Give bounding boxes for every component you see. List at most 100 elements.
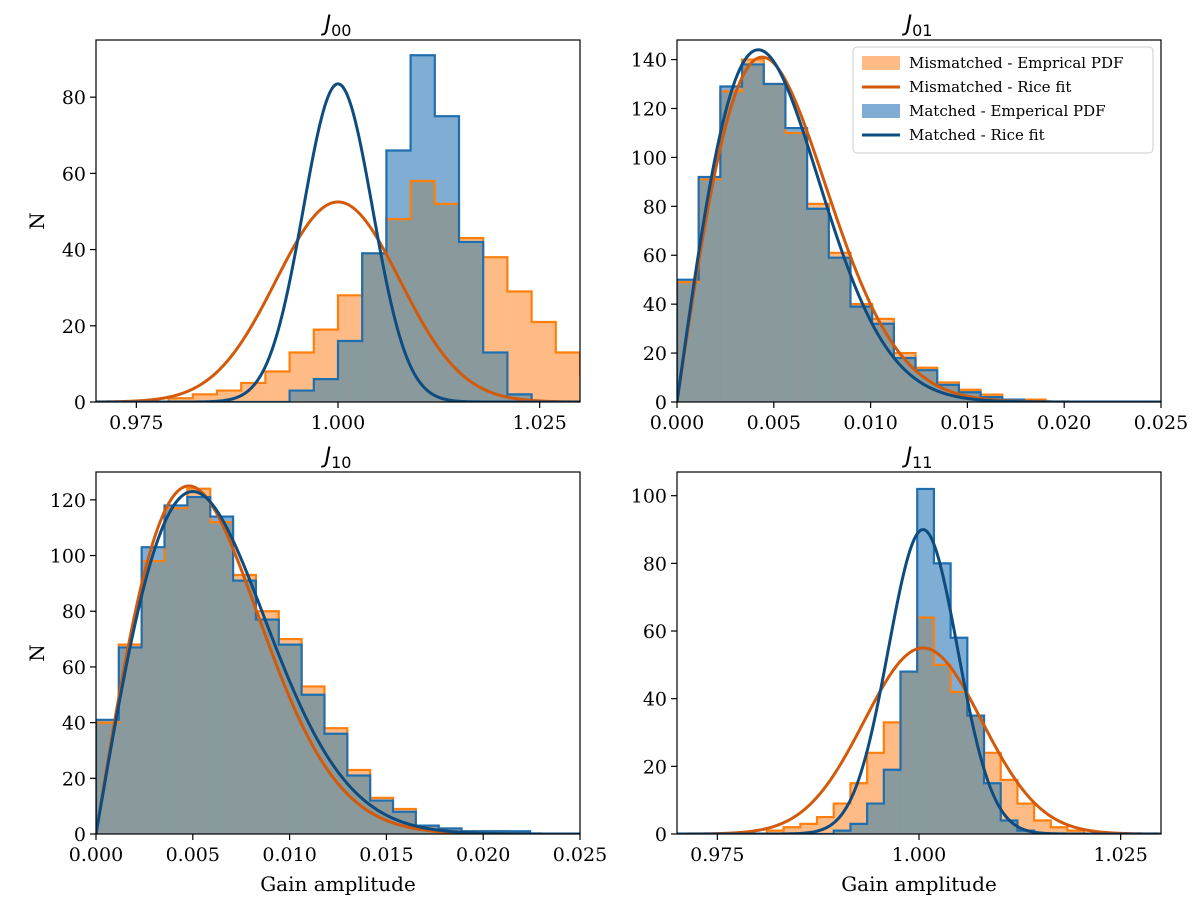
y-tick-label: 40 <box>62 240 86 262</box>
x-tick-label: 0.025 <box>1134 412 1188 434</box>
overlap-bar <box>434 203 460 402</box>
y-tick-label: 120 <box>50 490 86 512</box>
legend: Mismatched - Emprical PDF Mismatched - Ri… <box>852 46 1154 154</box>
overlap-bar <box>458 241 484 402</box>
title-main: J <box>321 444 332 469</box>
x-tick-label: 1.025 <box>512 412 566 434</box>
title-main: J <box>902 444 913 469</box>
y-tick-label: 80 <box>643 196 667 218</box>
y-tick-label: 60 <box>643 621 667 643</box>
mismatched-bar <box>628 398 652 402</box>
title-subscript: 00 <box>331 21 351 40</box>
overlap-bar <box>741 64 765 402</box>
x-tick-label: 0.000 <box>69 844 123 866</box>
x-tick-label: 1.025 <box>1093 844 1147 866</box>
overlap-bar <box>828 257 851 402</box>
panel-j11: 0.975 1.000 1.025 0 20 40 60 80 100 J11 Gain ampli… <box>631 444 1162 896</box>
legend-box <box>852 46 1154 154</box>
overlap-bar <box>410 180 436 402</box>
x-tick-label: 0.020 <box>1037 412 1091 434</box>
x-axis-label: Gain amplitude <box>841 872 997 896</box>
matched-step-outline <box>677 63 1161 402</box>
overlap-bar <box>164 507 188 834</box>
panel-j10: 0.000 0.005 0.010 0.015 0.020 0.025 0 20 40 60 80 1… <box>25 444 607 896</box>
title-main: J <box>902 12 913 37</box>
mismatched-bar <box>531 321 557 402</box>
axes-frame <box>95 471 581 835</box>
legend-label: Matched - Emperical PDF <box>909 102 1106 120</box>
overlap-bar <box>313 378 339 402</box>
overlap-bar <box>933 664 951 834</box>
overlap-bar <box>950 691 968 834</box>
overlap-bar <box>850 306 873 402</box>
panel-j01: 0.000 0.005 0.010 0.015 0.020 0.025 0 20 40 60 80 1… <box>631 12 1188 434</box>
mismatched-bar <box>507 291 532 402</box>
legend-mismatched-patch <box>862 56 900 70</box>
y-axis-label: N <box>25 212 49 230</box>
panel-title: J10 <box>321 444 352 472</box>
matched-step-outline <box>96 54 580 402</box>
overlap-bar <box>893 357 916 402</box>
y-tick-label: 0 <box>74 392 86 414</box>
x-tick-label: 0.020 <box>456 844 510 866</box>
mismatched-rice-fit-line <box>677 646 1161 834</box>
x-tick-label: 0.010 <box>262 844 316 866</box>
overlap-bar <box>1000 820 1018 834</box>
mismatched-bar <box>555 352 580 402</box>
title-subscript: 11 <box>912 453 932 472</box>
x-tick-label: 0.000 <box>650 412 704 434</box>
y-tick-label: 0 <box>655 392 667 414</box>
y-tick-label: 80 <box>62 87 86 109</box>
overlap-bar <box>883 769 901 834</box>
y-tick-label: 60 <box>62 657 86 679</box>
panel-title: J11 <box>902 444 933 472</box>
legend-label: Mismatched - Rice fit <box>909 78 1071 96</box>
y-tick-label: 140 <box>631 50 667 72</box>
overlap-bar <box>806 208 830 402</box>
x-tick-label: 1.000 <box>311 412 365 434</box>
mismatched-bar <box>265 371 290 402</box>
x-tick-label: 0.015 <box>940 412 994 434</box>
overlap-bar <box>361 253 387 402</box>
overlap-bar <box>255 619 280 834</box>
mismatched-rice-fit-line <box>96 200 580 402</box>
title-subscript: 01 <box>912 21 932 40</box>
x-tick-label: 0.975 <box>690 844 744 866</box>
y-tick-label: 20 <box>643 756 667 778</box>
mismatched-bar <box>579 375 580 402</box>
y-tick-label: 120 <box>631 98 667 120</box>
overlap-bar <box>698 179 721 402</box>
overlap-bar <box>763 83 786 402</box>
mismatched-step-outline <box>96 179 580 402</box>
title-subscript: 10 <box>331 453 351 472</box>
overlap-bar <box>900 671 918 834</box>
y-tick-label: 100 <box>631 486 667 508</box>
mismatched-step-outline <box>683 616 1161 834</box>
overlap-bar <box>289 390 315 402</box>
plot-area <box>96 484 580 834</box>
x-tick-label: 0.025 <box>553 844 607 866</box>
overlap-bar <box>187 496 211 834</box>
title-main: J <box>321 12 332 37</box>
overlap-bar <box>278 644 302 834</box>
legend-matched-patch <box>862 104 900 118</box>
plot-area <box>677 487 1161 834</box>
plot-area <box>677 48 1161 402</box>
y-tick-label: 100 <box>50 546 86 568</box>
y-tick-label: 80 <box>643 553 667 575</box>
y-tick-label: 20 <box>62 316 86 338</box>
y-tick-label: 80 <box>62 601 86 623</box>
overlap-bar <box>785 132 808 402</box>
x-axis-label: Gain amplitude <box>260 872 416 896</box>
panel-title: J01 <box>902 12 933 40</box>
overlap-bar <box>866 803 885 834</box>
y-tick-label: 40 <box>643 689 667 711</box>
x-tick-label: 1.000 <box>892 844 946 866</box>
x-tick-label: 0.005 <box>166 844 220 866</box>
overlap-bar <box>209 521 234 834</box>
y-tick-label: 20 <box>62 768 86 790</box>
x-tick-label: 0.005 <box>747 412 801 434</box>
x-tick-label: 0.010 <box>843 412 897 434</box>
mismatched-bar <box>604 391 628 402</box>
